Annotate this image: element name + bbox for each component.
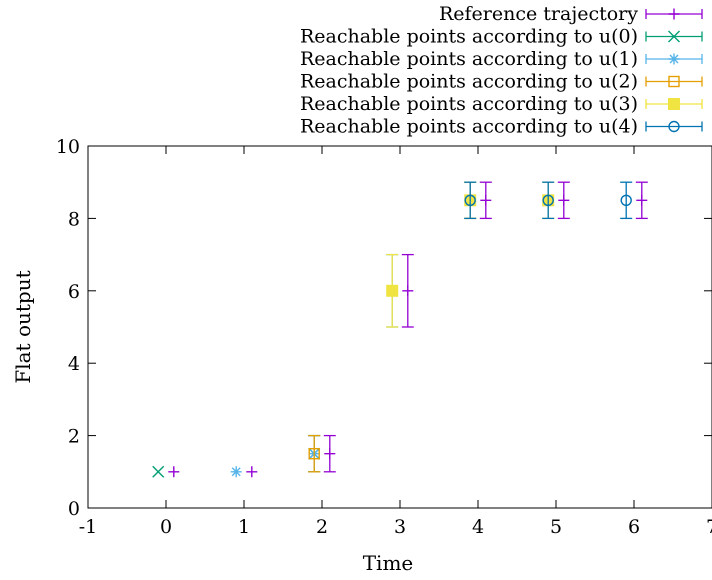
legend-label: Reachable points according to u(4) <box>300 116 638 138</box>
y-tick-label: 8 <box>68 208 80 230</box>
legend-marker <box>668 75 680 88</box>
legend-sample <box>645 120 703 133</box>
legend-label: Reachable points according to u(1) <box>300 48 638 70</box>
y-axis-label: Flat output <box>11 270 35 383</box>
data-point <box>620 194 632 207</box>
legend-sample <box>645 98 703 110</box>
legend-sample <box>645 53 703 65</box>
y-tick-label: 2 <box>68 426 80 448</box>
legend-marker <box>668 53 680 65</box>
y-tick-label: 10 <box>56 136 80 158</box>
axes: -1012345670246810 <box>56 136 712 538</box>
data-point <box>542 194 554 207</box>
legend-label: Reachable points according to u(2) <box>300 71 638 93</box>
legend-sample <box>645 75 703 88</box>
data-point <box>464 194 476 207</box>
x-tick-label: 3 <box>394 516 406 538</box>
plot-frame <box>87 145 712 509</box>
series-5 <box>464 181 633 220</box>
y-tick-label: 0 <box>68 498 80 520</box>
data-point <box>386 284 399 297</box>
legend-sample <box>645 30 703 43</box>
data-point <box>308 448 320 460</box>
data-point <box>168 466 180 478</box>
x-axis-label: Time <box>363 551 414 575</box>
data-point <box>230 466 242 478</box>
x-tick-label: 0 <box>160 516 172 538</box>
data-point <box>402 285 414 297</box>
data-point <box>324 448 336 460</box>
legend-marker <box>668 120 680 133</box>
data-point <box>246 466 258 478</box>
legend-marker <box>668 98 680 110</box>
x-tick-label: 5 <box>550 516 562 538</box>
x-tick-label: 2 <box>316 516 328 538</box>
x-tick-label: 1 <box>238 516 250 538</box>
data-point <box>480 194 492 206</box>
legend-sample <box>645 8 703 20</box>
series-0 <box>168 181 648 478</box>
legend-marker <box>668 8 680 20</box>
legend-label: Reachable points according to u(0) <box>300 26 638 48</box>
plot-area <box>87 145 712 509</box>
series-layer <box>152 181 648 478</box>
x-tick-label: -1 <box>79 516 98 538</box>
data-point <box>152 465 165 478</box>
data-point <box>558 194 570 206</box>
x-tick-label: 6 <box>628 516 640 538</box>
y-tick-label: 6 <box>68 281 80 303</box>
y-tick-label: 4 <box>68 353 80 375</box>
x-tick-label: 4 <box>472 516 484 538</box>
x-tick-label: 7 <box>706 516 712 538</box>
legend-label: Reference trajectory <box>439 3 638 25</box>
data-point <box>636 194 648 206</box>
legend-marker <box>668 30 680 43</box>
legend-label: Reachable points according to u(3) <box>300 93 638 115</box>
